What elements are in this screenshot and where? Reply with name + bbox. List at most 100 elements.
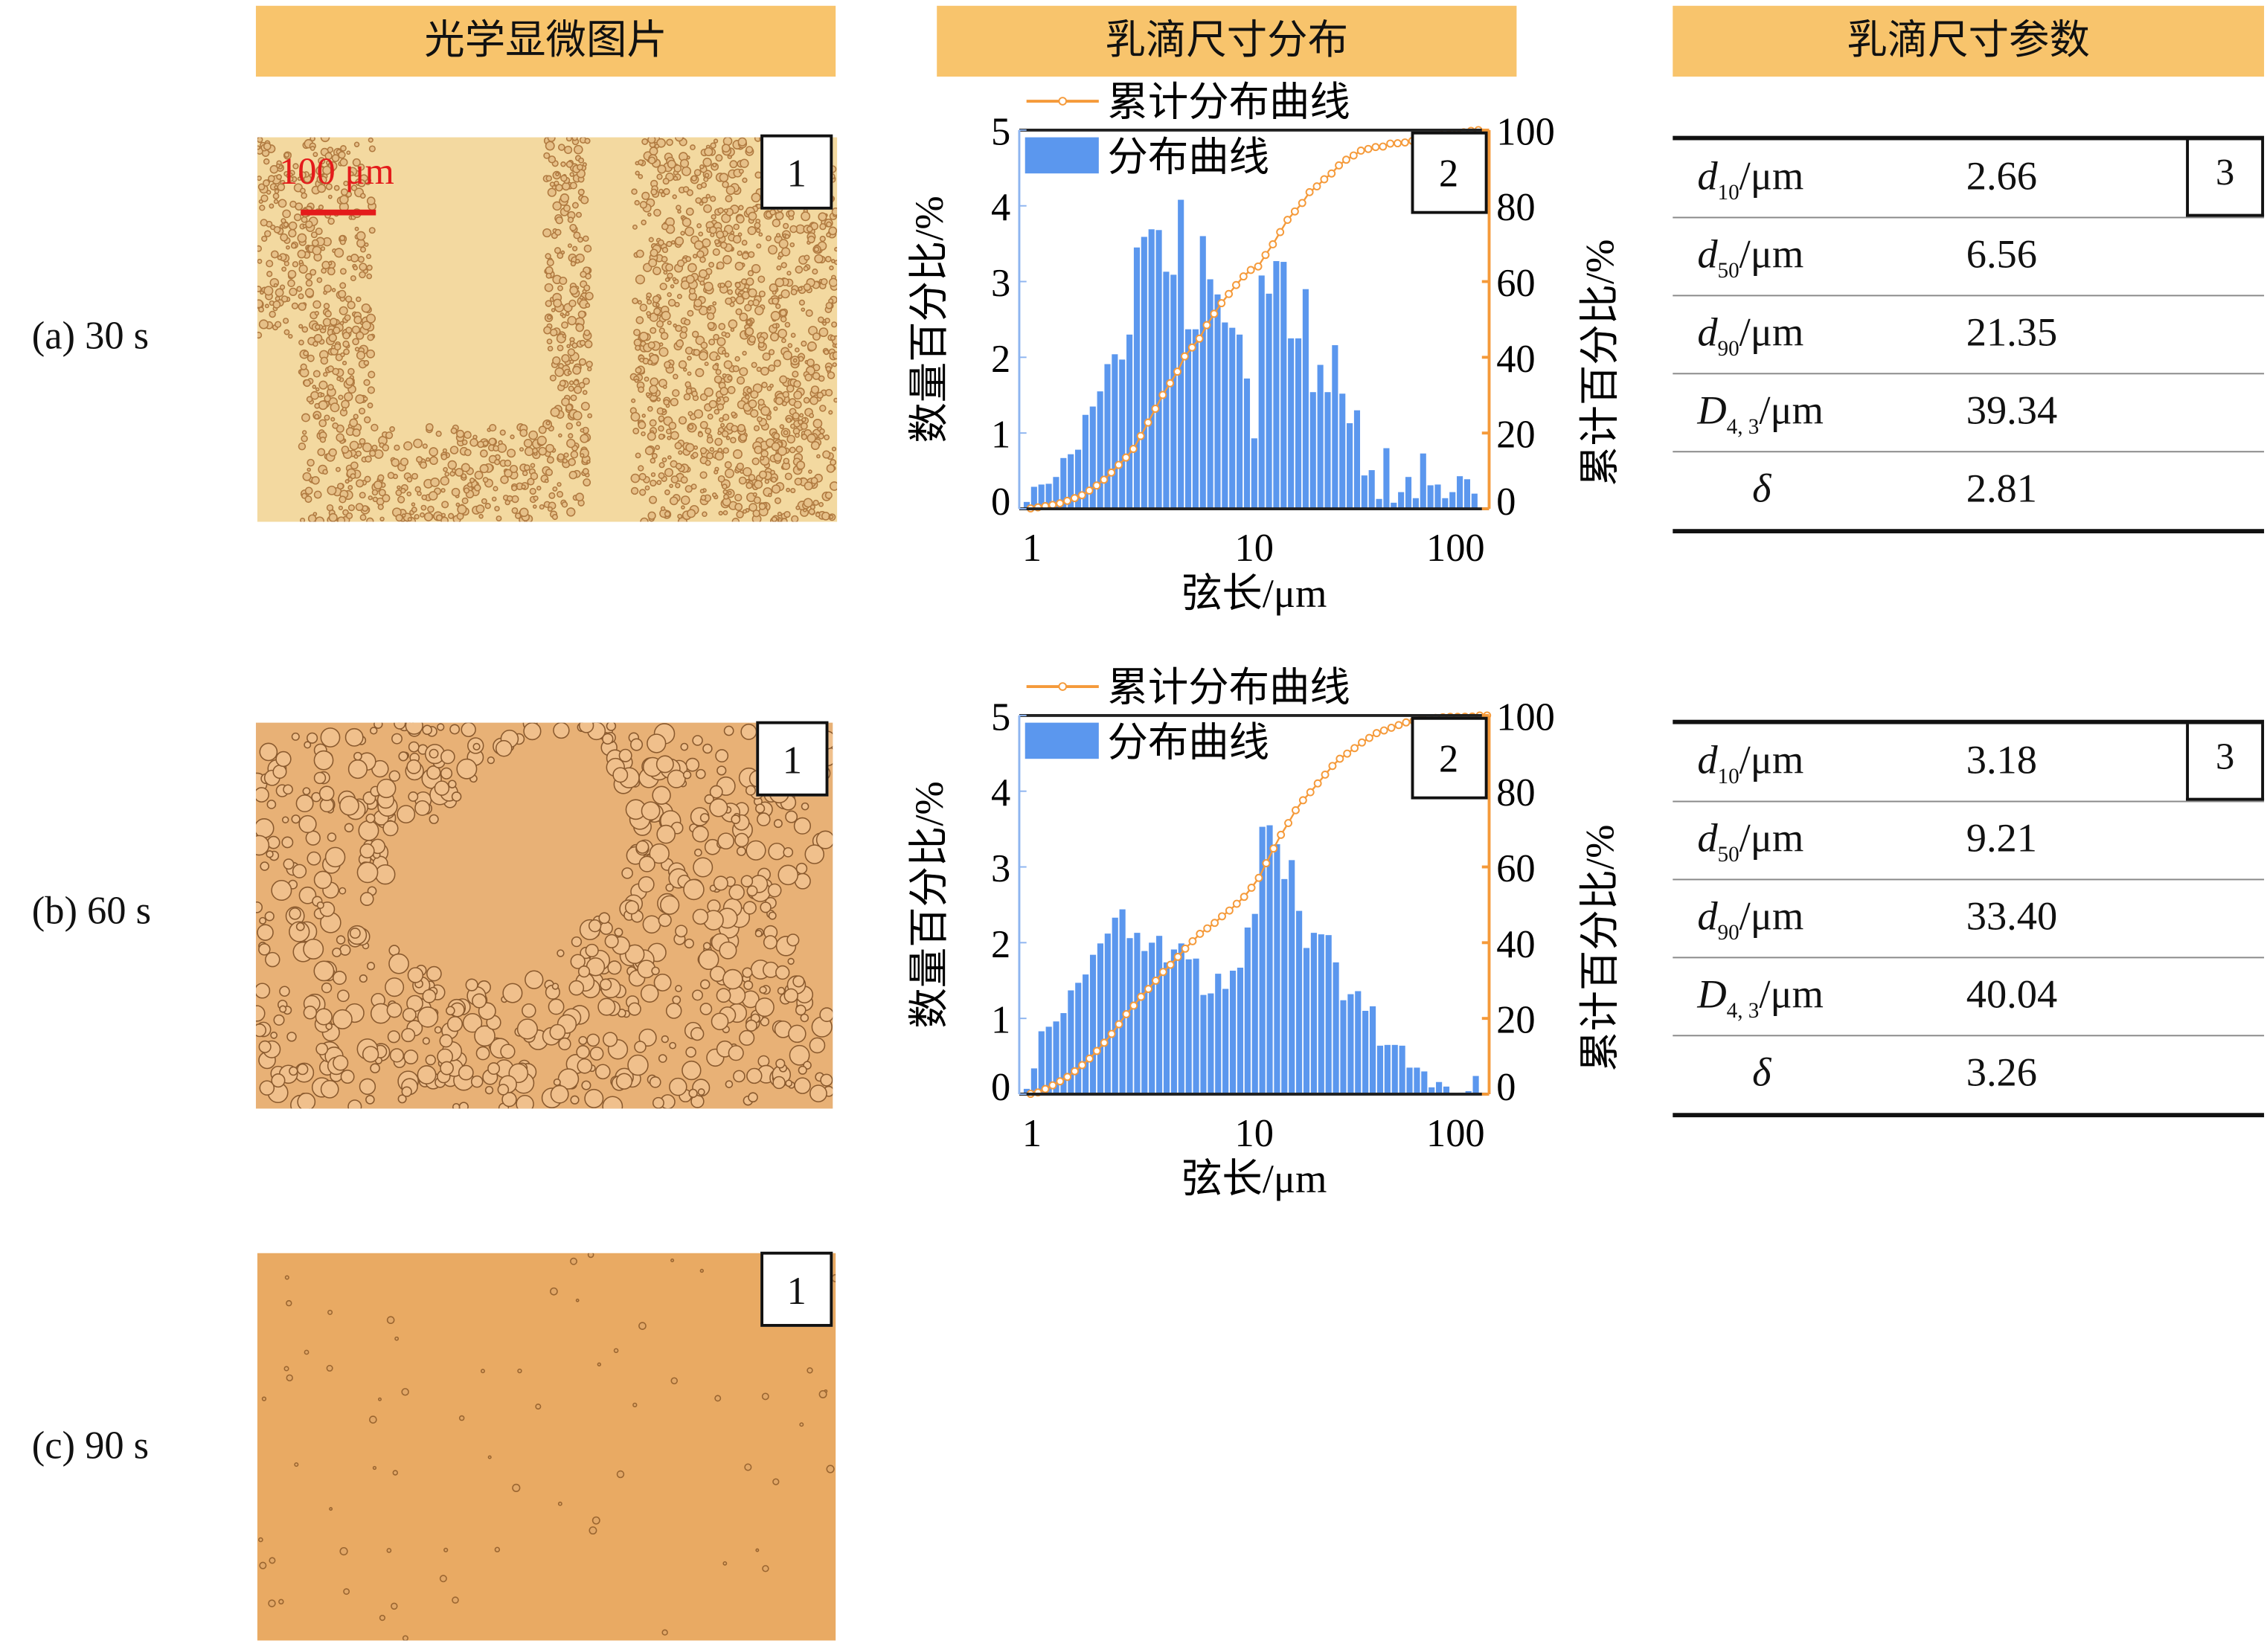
cumulative-point xyxy=(1320,175,1329,184)
panel-number-box xyxy=(1411,131,1488,214)
cumulative-point xyxy=(1262,859,1271,867)
cumulative-point xyxy=(1085,486,1094,495)
cumulative-point xyxy=(1343,749,1352,758)
histogram-bar xyxy=(1347,422,1353,510)
table-row: D4, 3/μm 39.34 xyxy=(1673,374,2265,453)
histogram-bar xyxy=(1355,991,1362,1095)
panel-number: 2 xyxy=(1439,738,1458,781)
histogram-bar xyxy=(1434,484,1441,510)
cumulative-point xyxy=(1387,723,1396,732)
param-unit: /μm xyxy=(1759,388,1824,434)
param-value: 3.18 xyxy=(1966,738,2037,784)
histogram-bar xyxy=(1376,1045,1384,1095)
histogram-bar xyxy=(1353,410,1361,510)
x-axis-label: 弦长/μm xyxy=(1181,571,1327,616)
cumulative-point xyxy=(1071,1067,1080,1076)
param-subscript: 50 xyxy=(1717,259,1739,283)
histogram-bar xyxy=(1405,477,1412,510)
cumulative-point xyxy=(1181,944,1190,953)
cumulative-point xyxy=(1298,796,1307,805)
table-row: δ 3.26 xyxy=(1673,1036,2265,1118)
panel-number: 1 xyxy=(756,721,829,797)
cumulative-point xyxy=(1400,138,1409,147)
cumulative-point xyxy=(1298,199,1306,208)
y-tick-label: 2 xyxy=(991,338,1010,381)
y-tick-label: 2 xyxy=(991,923,1010,966)
table-row: d10/μm 2.66 3 xyxy=(1673,135,2265,219)
histogram-bar xyxy=(1112,917,1118,1095)
cumulative-point xyxy=(1327,169,1336,178)
histogram-bar xyxy=(1119,359,1126,510)
x-tick-label: 100 xyxy=(1426,527,1485,570)
histogram-bar xyxy=(1399,1045,1405,1095)
param-symbol: d xyxy=(1697,894,1718,940)
cumulative-point xyxy=(1321,771,1330,779)
cumulative-point xyxy=(1092,481,1101,490)
cumulative-point xyxy=(1394,721,1403,730)
cumulative-point xyxy=(1240,893,1248,901)
cumulative-point xyxy=(1247,884,1256,892)
table-row: d90/μm 21.35 xyxy=(1673,296,2265,375)
droplets xyxy=(255,722,833,1109)
histogram-bar xyxy=(1273,261,1280,510)
cumulative-point xyxy=(1328,762,1337,771)
histogram-bar xyxy=(1112,354,1118,510)
cumulative-point xyxy=(1056,1077,1065,1086)
y-tick-label: 3 xyxy=(991,262,1010,305)
cumulative-point xyxy=(1356,147,1365,155)
cumulative-point xyxy=(1070,494,1079,503)
param-unit: /μm xyxy=(1739,738,1804,784)
histogram-bar xyxy=(1251,438,1257,510)
param-value: 2.66 xyxy=(1966,154,2037,200)
histogram-bar xyxy=(1163,962,1170,1095)
histogram-bar xyxy=(1068,990,1074,1095)
y-tick-label: 3 xyxy=(991,847,1010,890)
cumulative-point xyxy=(1188,936,1197,945)
histogram-bar xyxy=(1178,943,1184,1095)
histogram-bar xyxy=(1384,1044,1391,1095)
param-unit: /μm xyxy=(1739,232,1804,278)
row-label-a: (a) 30 s xyxy=(31,313,150,357)
param-subscript: 10 xyxy=(1717,765,1739,789)
cumulative-point xyxy=(1122,453,1130,462)
histogram-bar xyxy=(1083,974,1089,1095)
legend-label: 累计分布曲线 xyxy=(1107,80,1350,124)
cumulative-point xyxy=(1100,1038,1109,1047)
header-micrograph: 光学显微图片 xyxy=(255,5,836,77)
histogram-bar xyxy=(1362,1010,1369,1095)
cumulative-point xyxy=(1195,334,1204,343)
row-label-c: (c) 90 s xyxy=(31,1424,150,1468)
param-name: δ xyxy=(1752,1051,1771,1102)
cumulative-point xyxy=(1218,912,1226,921)
histogram-bar xyxy=(1133,247,1141,510)
param-value: 33.40 xyxy=(1966,894,2058,940)
table-row: D4, 3/μm 40.04 xyxy=(1673,958,2265,1037)
droplets xyxy=(257,137,838,522)
histogram-bar xyxy=(1317,364,1324,510)
cumulative-point xyxy=(1063,1073,1072,1081)
legend-marker xyxy=(1058,682,1068,691)
histogram-bar xyxy=(1082,414,1088,510)
y2-tick-label: 0 xyxy=(1496,1066,1516,1109)
histogram-bar xyxy=(1457,476,1463,510)
table-row: δ 2.81 xyxy=(1673,452,2265,534)
cumulative-point xyxy=(1254,873,1263,882)
param-value: 9.21 xyxy=(1966,816,2037,862)
histogram-bar xyxy=(1436,1081,1443,1095)
cumulative-point xyxy=(1129,445,1138,453)
histogram-bar xyxy=(1170,274,1177,510)
histogram-bar xyxy=(1406,1067,1413,1095)
histogram-bar xyxy=(1060,457,1067,510)
histogram-bar xyxy=(1465,1090,1472,1095)
x-tick-label: 1 xyxy=(1022,527,1042,570)
histogram-bar xyxy=(1332,345,1338,510)
header-parameters: 乳滴尺寸参数 xyxy=(1673,5,2265,77)
cumulative-point xyxy=(1092,1047,1101,1055)
histogram-bar xyxy=(1421,1071,1428,1095)
histogram-bar xyxy=(1361,475,1367,510)
param-symbol: D xyxy=(1697,388,1727,434)
histogram-bar xyxy=(1391,502,1397,510)
cumulative-point xyxy=(1365,733,1373,742)
